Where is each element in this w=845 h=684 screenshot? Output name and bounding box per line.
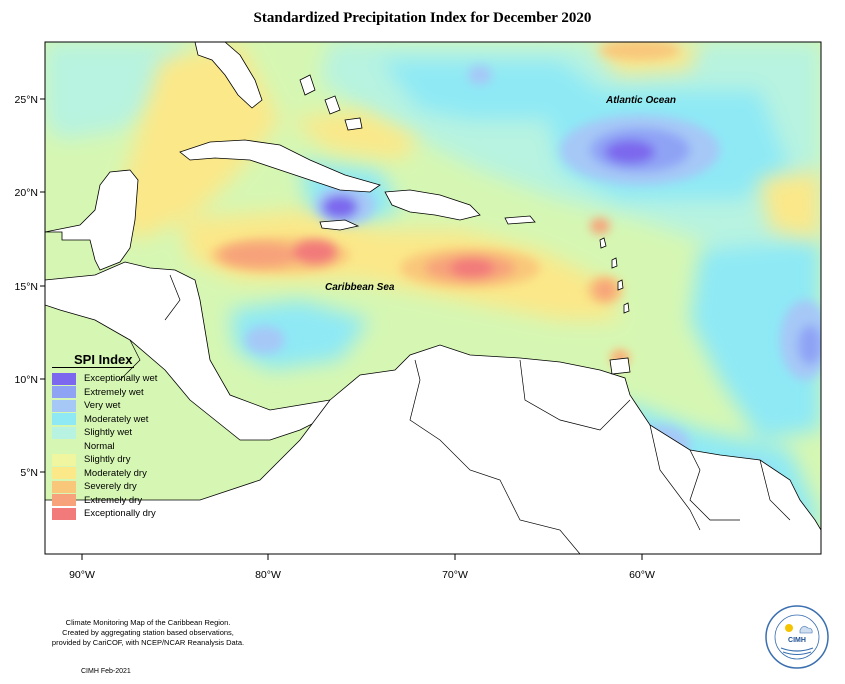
footer-note: Climate Monitoring Map of the Caribbean …: [33, 618, 263, 648]
legend-label: Exceptionally dry: [84, 508, 156, 520]
lon-tick-label: 70°W: [442, 569, 468, 581]
legend-label: Severely dry: [84, 481, 137, 493]
spi-field: [45, 42, 821, 554]
legend-title: SPI Index: [52, 352, 134, 368]
legend-swatch: [52, 426, 76, 439]
lat-tick-label: 5°N: [20, 467, 38, 479]
legend-swatch: [52, 480, 76, 493]
legend-item: Slightly dry: [52, 453, 172, 467]
legend-item: Extremely wet: [52, 386, 172, 400]
legend-item: Severely dry: [52, 480, 172, 494]
legend-swatch: [52, 507, 76, 520]
lon-tick-label: 60°W: [629, 569, 655, 581]
footer-line: Created by aggregating station based obs…: [62, 628, 234, 637]
date-stamp: CIMH Feb-2021: [81, 668, 131, 675]
footer-line: Climate Monitoring Map of the Caribbean …: [65, 618, 231, 627]
lat-axis: 25°N 20°N 15°N 10°N 5°N: [15, 94, 45, 479]
legend-swatch: [52, 399, 76, 412]
legend-swatch: [52, 413, 76, 426]
legend-item: Exceptionally wet: [52, 372, 172, 386]
legend-label: Moderately dry: [84, 467, 147, 479]
spi-legend: SPI Index Exceptionally wet Extremely wet…: [52, 352, 172, 521]
lon-tick-label: 90°W: [69, 569, 95, 581]
legend-swatch: [52, 386, 76, 399]
map-title: Standardized Precipitation Index for Dec…: [253, 10, 592, 26]
legend-swatch: [52, 372, 76, 385]
country-borders: [119, 274, 791, 554]
lat-tick-label: 25°N: [15, 94, 38, 106]
lat-tick-label: 20°N: [15, 187, 38, 199]
legend-swatch: [52, 467, 76, 480]
legend-item: Exceptionally dry: [52, 507, 172, 521]
legend-label: Extremely dry: [84, 494, 143, 506]
legend-item: Moderately wet: [52, 413, 172, 427]
legend-swatch: [52, 453, 76, 466]
legend-item: Moderately dry: [52, 467, 172, 481]
legend-item: Very wet: [52, 399, 172, 413]
sun-icon: [785, 624, 793, 632]
legend-item: Slightly wet: [52, 426, 172, 440]
legend-item: Extremely dry: [52, 494, 172, 508]
legend-label: Very wet: [84, 400, 121, 412]
lon-axis: 90°W 80°W 70°W 60°W: [69, 554, 655, 581]
lon-tick-label: 80°W: [255, 569, 281, 581]
legend-swatch: [52, 440, 76, 453]
land-masses: [45, 42, 821, 554]
atlantic-ocean-label: Atlantic Ocean: [605, 95, 676, 106]
logo-text: CIMH: [788, 637, 806, 644]
map-frame: [44, 41, 822, 555]
legend-label: Extremely wet: [84, 386, 144, 398]
legend-label: Normal: [84, 440, 115, 452]
legend-swatch: [52, 494, 76, 507]
legend-item: Normal: [52, 440, 172, 454]
cloud-icon: [799, 626, 813, 634]
legend-items: Exceptionally wet Extremely wet Very wet Mo…: [52, 372, 172, 521]
lat-tick-label: 10°N: [15, 374, 38, 386]
legend-label: Slightly dry: [84, 454, 131, 466]
caribbean-sea-label: Caribbean Sea: [325, 282, 395, 293]
cimh-logo: CIMH: [765, 605, 829, 669]
legend-label: Moderately wet: [84, 413, 149, 425]
legend-label: Exceptionally wet: [84, 373, 158, 385]
legend-label: Slightly wet: [84, 427, 133, 439]
lat-tick-label: 15°N: [15, 281, 38, 293]
footer-line: provided by CariCOF, with NCEP/NCAR Rean…: [51, 638, 245, 647]
